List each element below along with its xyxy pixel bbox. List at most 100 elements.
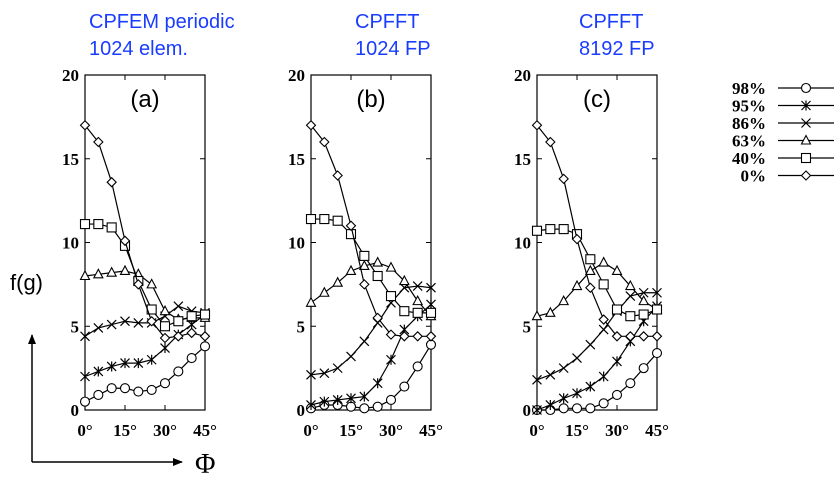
data-point xyxy=(372,378,383,389)
legend-label: 63% xyxy=(732,132,766,151)
data-point xyxy=(638,309,649,320)
series-line xyxy=(310,344,432,409)
data-point xyxy=(359,279,370,290)
data-point xyxy=(79,396,91,407)
data-point xyxy=(372,270,383,282)
data-point xyxy=(79,219,91,230)
data-point xyxy=(372,312,383,324)
data-point xyxy=(359,250,370,261)
data-point xyxy=(186,327,197,339)
data-point xyxy=(545,369,556,380)
series-line xyxy=(310,285,432,376)
data-point xyxy=(545,136,556,148)
data-point xyxy=(133,386,144,397)
series-line xyxy=(536,124,657,337)
panel-c-title-line1: CPFFT xyxy=(579,11,644,33)
panel-c: 0 5 10 15 20 0° 15° 30° 45° (c) xyxy=(514,66,669,440)
series-diamond xyxy=(531,119,663,342)
y-tick-label: 5 xyxy=(523,317,532,336)
data-point xyxy=(345,264,357,276)
data-point xyxy=(120,358,130,369)
legend-label: 95% xyxy=(732,97,766,116)
panel-label: (b) xyxy=(356,86,385,113)
data-point xyxy=(531,310,543,321)
series-line xyxy=(536,305,658,411)
data-point xyxy=(159,321,171,332)
x-tick-label: 45° xyxy=(193,421,217,440)
legend-marker xyxy=(801,100,811,111)
series-diamond xyxy=(79,119,211,344)
data-point xyxy=(531,119,543,131)
series-triangle xyxy=(305,256,437,321)
data-point xyxy=(93,389,104,400)
data-point xyxy=(598,279,609,290)
data-point xyxy=(80,371,90,382)
data-point xyxy=(572,388,582,399)
x-axis-label: Φ xyxy=(195,449,215,480)
data-point xyxy=(571,279,583,291)
data-point xyxy=(652,287,662,298)
data-point xyxy=(598,256,610,267)
data-point xyxy=(159,332,171,344)
series-line xyxy=(536,228,658,317)
data-point xyxy=(651,331,663,342)
data-point xyxy=(160,343,170,354)
data-point xyxy=(79,269,91,281)
data-point xyxy=(585,254,596,265)
y-tick-label: 5 xyxy=(71,317,80,336)
data-point xyxy=(306,399,316,410)
data-point xyxy=(558,393,569,404)
data-point xyxy=(399,381,410,392)
data-point xyxy=(532,374,542,385)
data-point xyxy=(173,316,184,327)
y-tick-label: 10 xyxy=(288,234,305,253)
series-line xyxy=(310,124,431,337)
data-point xyxy=(346,393,356,404)
data-point xyxy=(625,378,636,389)
data-point xyxy=(412,294,424,306)
data-point xyxy=(332,276,344,287)
data-point xyxy=(544,306,556,317)
y-tick-label: 15 xyxy=(288,150,305,169)
panel-b-title-line2: 1024 FP xyxy=(355,38,431,60)
data-point xyxy=(106,266,118,277)
data-point xyxy=(399,331,410,342)
legend-marker xyxy=(801,118,811,128)
data-point xyxy=(624,279,636,291)
y-tick-label: 0 xyxy=(297,401,306,420)
data-point xyxy=(585,282,596,294)
data-point xyxy=(625,311,636,322)
data-point xyxy=(412,331,423,342)
data-point xyxy=(133,358,144,369)
data-point xyxy=(385,329,397,340)
data-point xyxy=(186,353,197,364)
data-point xyxy=(638,363,649,374)
series-square xyxy=(531,224,663,322)
series-diamond xyxy=(305,119,437,342)
data-point xyxy=(611,304,623,315)
legend-label: 98% xyxy=(732,79,766,98)
legend-marker xyxy=(800,170,812,181)
data-point xyxy=(332,170,343,181)
data-point xyxy=(173,366,184,377)
data-point xyxy=(638,331,649,342)
data-point xyxy=(186,311,197,322)
data-point xyxy=(531,225,543,236)
data-point xyxy=(638,294,650,306)
data-point xyxy=(545,399,556,410)
legend-label: 40% xyxy=(732,149,766,168)
data-point xyxy=(305,214,317,225)
data-point xyxy=(571,233,583,245)
data-point xyxy=(572,353,582,363)
data-point xyxy=(305,296,317,307)
legend-label: 0% xyxy=(741,167,767,186)
data-point xyxy=(558,403,569,414)
data-point xyxy=(385,394,397,406)
y-tick-label: 10 xyxy=(514,234,531,253)
data-point xyxy=(93,219,104,230)
y-tick-label: 20 xyxy=(514,66,531,85)
data-point xyxy=(173,331,184,342)
panel-b-title-line1: CPFFT xyxy=(355,11,420,33)
panel-c-title-line2: 8192 FP xyxy=(579,38,655,60)
series-line xyxy=(84,345,206,403)
